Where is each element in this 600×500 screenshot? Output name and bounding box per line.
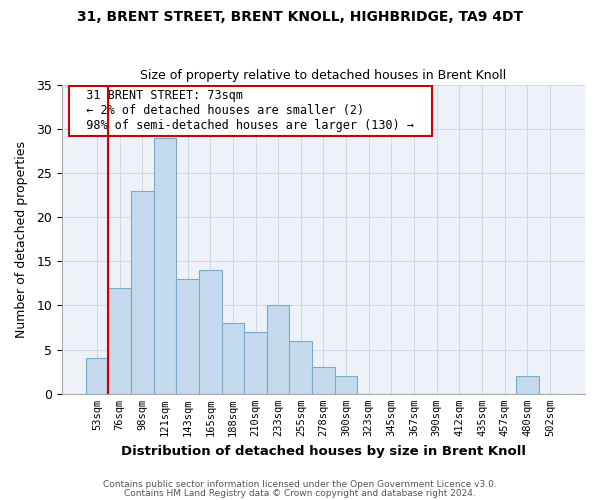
Bar <box>109 288 131 394</box>
Bar <box>516 376 539 394</box>
Bar <box>312 368 335 394</box>
Bar <box>335 376 358 394</box>
Bar <box>176 279 199 394</box>
Bar <box>289 341 312 394</box>
Bar <box>199 270 221 394</box>
Text: Contains HM Land Registry data © Crown copyright and database right 2024.: Contains HM Land Registry data © Crown c… <box>124 488 476 498</box>
Text: Contains public sector information licensed under the Open Government Licence v3: Contains public sector information licen… <box>103 480 497 489</box>
Y-axis label: Number of detached properties: Number of detached properties <box>15 140 28 338</box>
Bar <box>244 332 267 394</box>
Text: 31 BRENT STREET: 73sqm  
  ← 2% of detached houses are smaller (2)  
  98% of se: 31 BRENT STREET: 73sqm ← 2% of detached … <box>73 89 428 132</box>
Bar <box>221 323 244 394</box>
Title: Size of property relative to detached houses in Brent Knoll: Size of property relative to detached ho… <box>140 69 506 82</box>
Bar <box>154 138 176 394</box>
Bar <box>131 190 154 394</box>
Text: 31, BRENT STREET, BRENT KNOLL, HIGHBRIDGE, TA9 4DT: 31, BRENT STREET, BRENT KNOLL, HIGHBRIDG… <box>77 10 523 24</box>
Bar <box>267 306 289 394</box>
Bar <box>86 358 109 394</box>
X-axis label: Distribution of detached houses by size in Brent Knoll: Distribution of detached houses by size … <box>121 444 526 458</box>
